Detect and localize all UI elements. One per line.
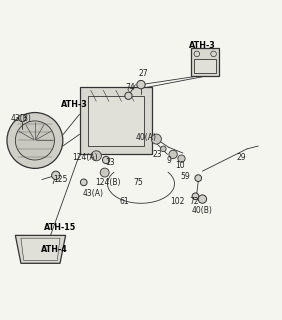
Text: 43(A): 43(A) [83, 189, 104, 198]
Circle shape [100, 168, 109, 177]
Bar [194, 60, 216, 74]
Text: 27: 27 [139, 69, 149, 78]
Circle shape [169, 150, 177, 159]
Circle shape [102, 156, 110, 164]
Polygon shape [15, 236, 66, 263]
Circle shape [192, 193, 199, 200]
Bar [80, 87, 152, 155]
Circle shape [15, 121, 54, 160]
Text: 23: 23 [153, 150, 162, 159]
Circle shape [7, 113, 63, 168]
Text: 9: 9 [166, 156, 171, 164]
Text: ATH-3: ATH-3 [61, 100, 87, 109]
Circle shape [125, 92, 132, 100]
Circle shape [137, 80, 145, 89]
Text: ATH-3: ATH-3 [189, 41, 216, 50]
Text: 102: 102 [170, 197, 184, 206]
Circle shape [151, 134, 161, 144]
Circle shape [80, 179, 87, 186]
Text: 43(B): 43(B) [10, 114, 31, 123]
Circle shape [160, 146, 166, 152]
Text: 40(B): 40(B) [192, 206, 213, 215]
Bar [191, 48, 219, 76]
Text: 61: 61 [120, 197, 129, 206]
Text: 59: 59 [181, 172, 191, 181]
Text: 124(A): 124(A) [72, 153, 98, 162]
Circle shape [195, 175, 202, 181]
Circle shape [19, 115, 26, 122]
Text: ATH-4: ATH-4 [41, 245, 68, 254]
Text: ATH-15: ATH-15 [44, 222, 76, 231]
Circle shape [198, 195, 207, 203]
Text: 10: 10 [175, 161, 185, 170]
Text: 40(A): 40(A) [136, 133, 157, 142]
Circle shape [178, 155, 185, 162]
Text: 72: 72 [189, 197, 199, 206]
Text: 125: 125 [53, 175, 67, 184]
Text: 29: 29 [237, 153, 246, 162]
Circle shape [91, 151, 101, 161]
Text: 13: 13 [105, 158, 115, 167]
Bar [88, 96, 144, 146]
Text: 74: 74 [125, 83, 135, 92]
Text: 124(B): 124(B) [95, 178, 120, 187]
Text: 75: 75 [133, 178, 143, 187]
Circle shape [52, 171, 60, 180]
Polygon shape [21, 238, 60, 260]
